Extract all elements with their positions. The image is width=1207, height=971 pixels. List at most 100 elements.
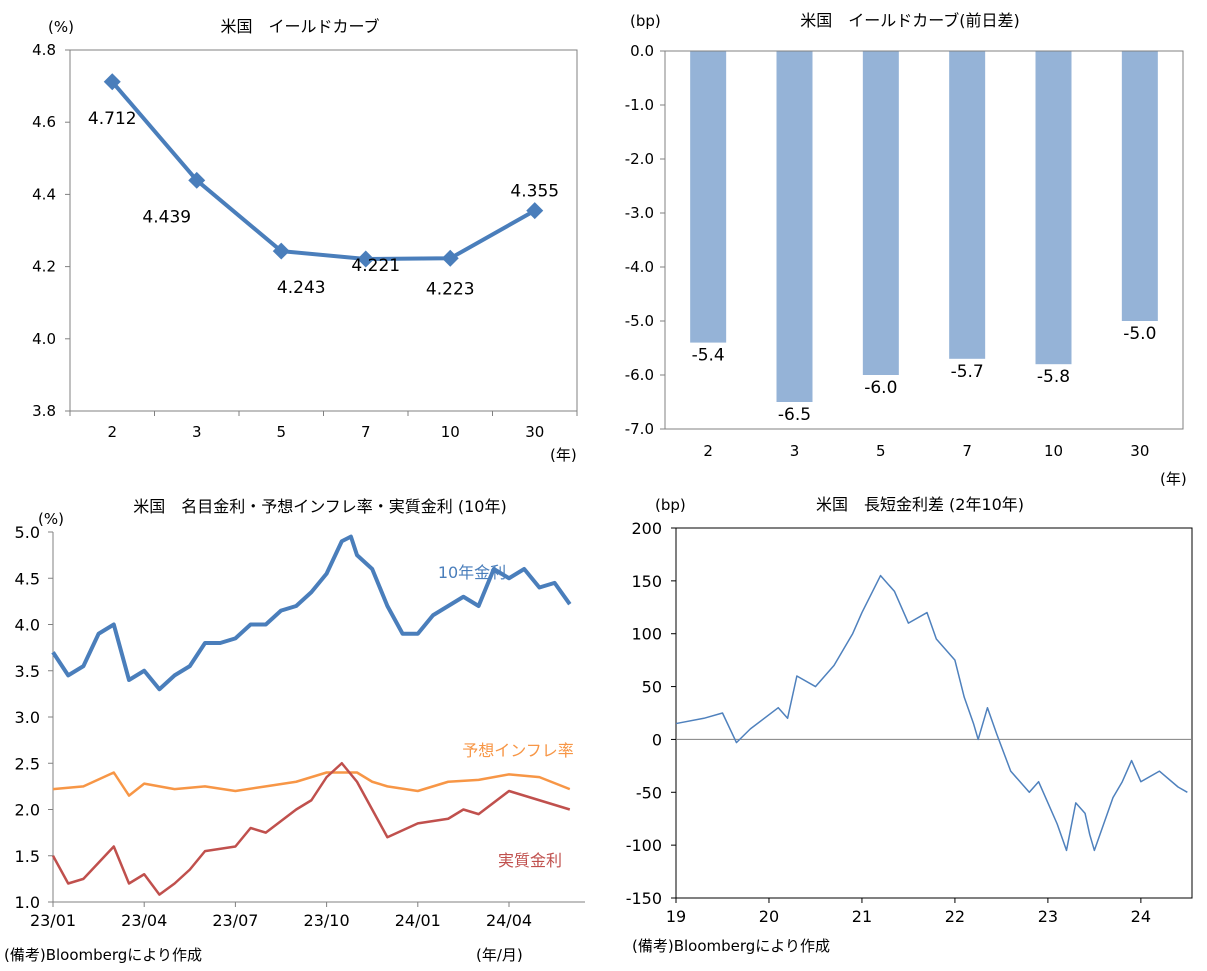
plot-frame [675,527,1193,899]
chart-title: 米国 長短金利差 (2年10年) [816,495,1024,514]
series-spread [675,574,1188,852]
data-label: 4.439 [142,207,191,227]
y-unit-label: (bp) [630,12,661,30]
x-tick-label: 23/04 [121,911,167,930]
data-point-marker [357,250,375,268]
data-point-marker [188,171,206,189]
series-label: 実質金利 [498,851,562,870]
y-tick-label: 1.0 [15,893,40,912]
x-tick-label: 23/10 [304,911,350,930]
y-tick-label: -4.0 [625,258,654,276]
data-point-marker [272,242,290,260]
bar [862,51,899,375]
y-tick-label: 200 [631,519,662,538]
x-tick-label: 21 [852,907,872,926]
footnote-left-xunit: (年/月) [476,946,523,964]
y-unit-label: (%) [38,510,64,528]
data-label: -5.8 [1037,367,1070,387]
data-point-marker [103,73,121,91]
y-tick-label: -150 [626,889,662,908]
bar [1035,51,1072,365]
spread-2-10-chart: 米国 長短金利差 (2年10年) (bp) 200 150 100 50 0 -50 -100 -… [626,495,1193,926]
x-tick-label: 23/07 [212,911,258,930]
bar [776,51,813,402]
data-label: 4.243 [277,278,326,298]
y-tick-label: -5.0 [625,312,654,330]
y-tick-label: 2.5 [15,754,40,773]
x-tick-label: 23/01 [30,911,76,930]
data-label: -6.0 [864,378,897,398]
series-label: 10年金利 [438,563,506,582]
x-tick-label: 7 [962,442,972,460]
data-label: -5.4 [692,346,725,366]
data-label: -5.7 [951,362,984,382]
y-tick-label: 5.0 [15,523,40,542]
x-tick-label: 24/04 [486,911,532,930]
x-tick-label: 30 [1130,442,1149,460]
data-label: 4.223 [426,279,475,299]
x-tick-label: 10 [1044,442,1063,460]
y-tick-label: 3.5 [15,662,40,681]
yield-change-chart: 米国 イールドカーブ(前日差) (bp) (年) 0.0 -1.0 -2.0 -3.0 -4.… [625,11,1187,488]
y-tick-label: 3.8 [32,402,56,420]
y-tick-label: 4.6 [32,113,56,131]
series-label: 予想インフレ率 [462,741,574,760]
y-tick-label: 4.4 [32,185,56,203]
x-tick-label: 3 [790,442,800,460]
y-tick-label: 150 [631,572,662,591]
x-tick-label: 2 [703,442,713,460]
bar [690,51,727,343]
y-unit-label: (bp) [655,496,686,514]
series-10y-nominal [51,534,572,692]
y-tick-label: -50 [636,783,662,802]
y-tick-label: 50 [642,678,662,697]
chart-title: 米国 イールドカーブ [220,17,379,36]
x-tick-label: 23 [1038,907,1058,926]
y-tick-label: 4.2 [32,258,56,276]
x-tick-label: 22 [945,907,965,926]
chart-title: 米国 名目金利・予想インフレ率・実質金利 (10年) [133,497,506,516]
y-tick-label: 4.0 [15,616,40,635]
y-tick-label: -6.0 [625,366,654,384]
x-unit-label: (年) [1160,470,1187,488]
x-tick-label: 10 [441,423,460,441]
data-point-marker [441,249,459,267]
y-tick-label: 4.8 [32,41,56,59]
data-label: 4.221 [351,256,400,276]
y-tick-label: 4.5 [15,569,40,588]
yield-curve-line [110,80,536,262]
rates-10y-chart: 米国 名目金利・予想インフレ率・実質金利 (10年) (%) 1.0 1.5 2.0 2.… [15,497,585,930]
x-tick-label: 19 [666,907,686,926]
footnote-right: (備考)Bloombergにより作成 [632,937,831,955]
data-label: -5.0 [1123,324,1156,344]
y-tick-label: -7.0 [625,420,654,438]
y-tick-label: 1.5 [15,847,40,866]
series-breakeven-inflation [52,771,571,797]
bar [949,51,986,359]
y-unit-label: (%) [48,18,74,36]
y-tick-label: -3.0 [625,204,654,222]
y-tick-label: 2.0 [15,801,40,820]
plot-frame [664,50,1184,430]
data-label: 4.712 [88,109,137,129]
y-tick-label: 100 [631,625,662,644]
data-label: -6.5 [778,405,811,425]
x-tick-label: 24/01 [395,911,441,930]
x-tick-label: 2 [107,423,117,441]
x-unit-label: (年) [550,446,577,464]
y-tick-label: -2.0 [625,150,654,168]
x-tick-label: 3 [192,423,202,441]
data-point-marker [526,202,544,220]
x-tick-label: 5 [276,423,286,441]
y-tick-label: 0 [652,730,662,749]
x-tick-label: 20 [759,907,779,926]
bar [1121,51,1158,321]
x-tick-label: 7 [361,423,371,441]
y-tick-label: -1.0 [625,96,654,114]
x-tick-label: 5 [876,442,886,460]
x-tick-label: 30 [525,423,544,441]
chart-title: 米国 イールドカーブ(前日差) [800,11,1020,30]
y-tick-label: 0.0 [630,42,654,60]
series-real-rate [51,762,571,896]
y-tick-label: -100 [626,836,662,855]
